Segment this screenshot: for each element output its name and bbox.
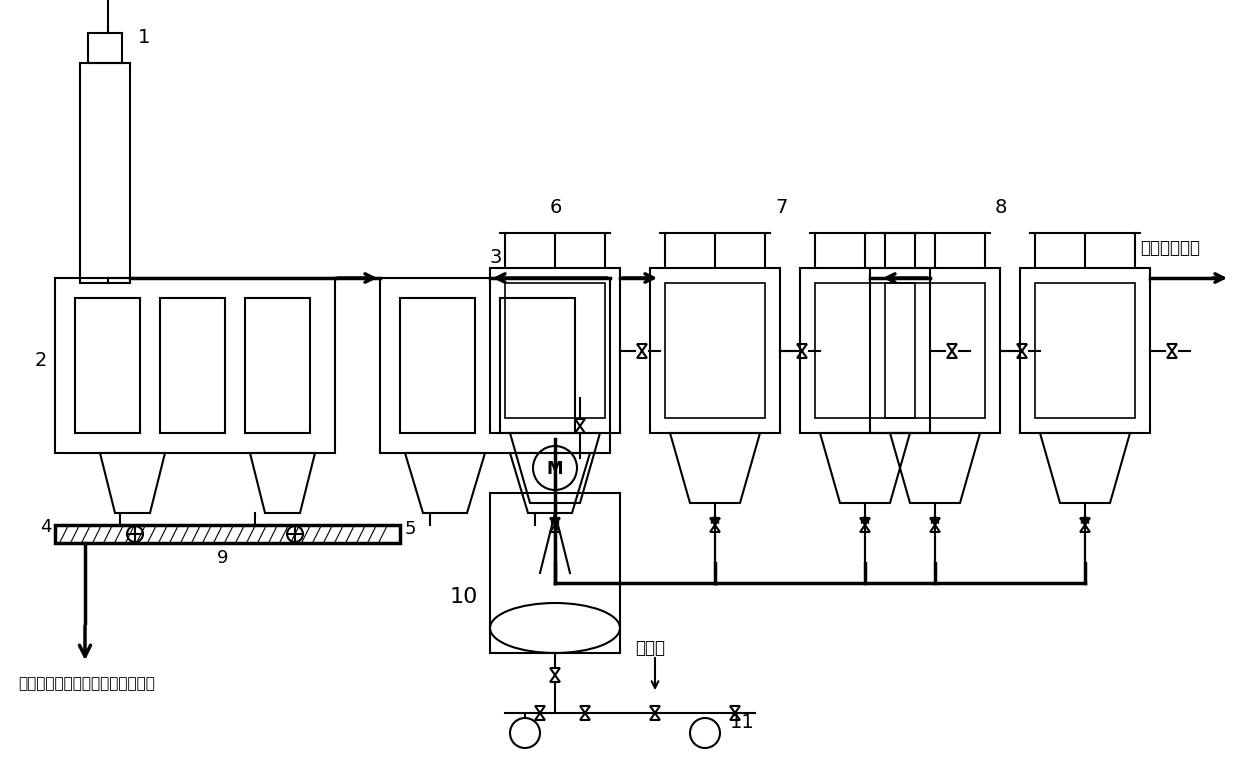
Text: M: M bbox=[547, 460, 563, 478]
Text: 9: 9 bbox=[217, 549, 228, 567]
Text: 4: 4 bbox=[40, 518, 52, 536]
Text: 2: 2 bbox=[35, 351, 47, 370]
Bar bbox=[500, 298, 575, 433]
Bar bbox=[490, 268, 620, 433]
Text: 5: 5 bbox=[405, 520, 417, 538]
Bar bbox=[88, 33, 122, 63]
Bar bbox=[885, 283, 985, 418]
Bar bbox=[1035, 283, 1135, 418]
Text: 8: 8 bbox=[994, 198, 1007, 217]
Bar bbox=[1021, 268, 1149, 433]
Bar bbox=[379, 278, 610, 453]
Bar bbox=[55, 525, 401, 543]
Bar bbox=[81, 63, 130, 283]
Bar bbox=[800, 268, 930, 433]
Text: 间苯二甲腈和／或对苯二甲腈精制: 间苯二甲腈和／或对苯二甲腈精制 bbox=[19, 676, 155, 691]
Bar bbox=[74, 298, 140, 433]
Text: 压滤机: 压滤机 bbox=[635, 639, 665, 657]
Text: 3: 3 bbox=[490, 248, 502, 267]
Bar bbox=[160, 298, 224, 433]
Bar bbox=[665, 283, 765, 418]
Bar bbox=[505, 283, 605, 418]
Bar bbox=[401, 298, 475, 433]
Text: 6: 6 bbox=[551, 198, 563, 217]
Bar bbox=[246, 298, 310, 433]
Text: 10: 10 bbox=[450, 587, 479, 607]
Bar bbox=[650, 268, 780, 433]
Bar bbox=[490, 493, 620, 653]
Text: 11: 11 bbox=[730, 713, 755, 732]
Bar bbox=[870, 268, 999, 433]
Bar bbox=[55, 278, 335, 453]
Bar bbox=[815, 283, 915, 418]
Text: 1: 1 bbox=[138, 28, 150, 47]
Text: 7: 7 bbox=[775, 198, 787, 217]
Text: 尾气焚烧装置: 尾气焚烧装置 bbox=[1140, 239, 1200, 257]
